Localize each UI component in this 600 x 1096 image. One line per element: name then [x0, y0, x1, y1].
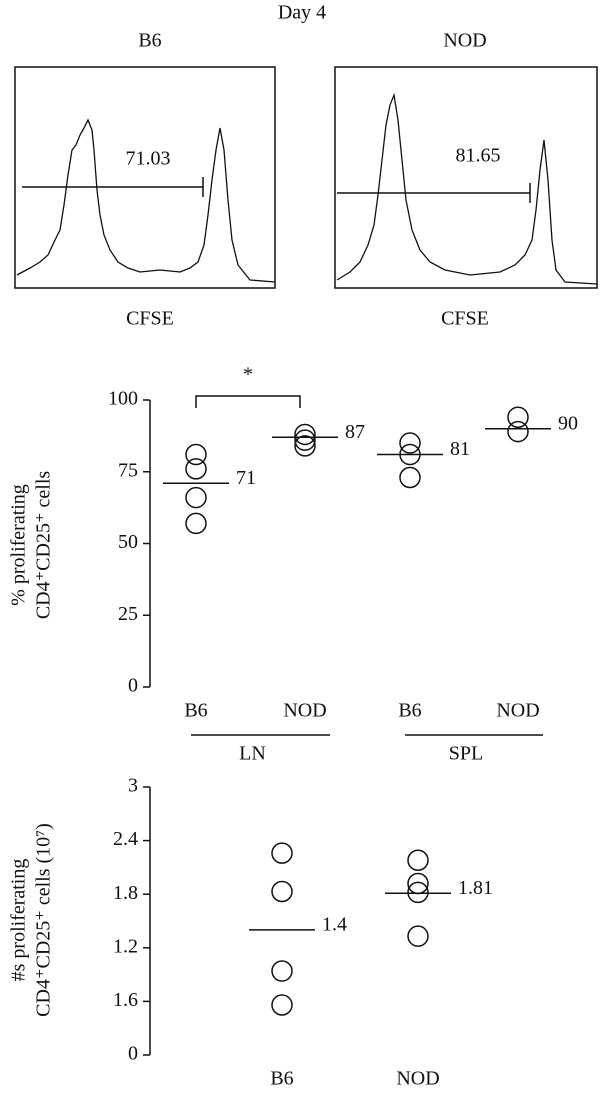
annotation: *: [243, 364, 253, 386]
dot: [271, 880, 293, 903]
significance-bracket: [195, 395, 301, 408]
y-axis-label: % proliferating: [8, 484, 30, 606]
x-tick-label: B6: [184, 700, 207, 722]
panel-title: NOD: [443, 30, 486, 52]
y-tick-label: 25: [118, 603, 138, 625]
dot: [185, 458, 207, 480]
histogram: [16, 118, 276, 283]
y-tick-label: 3: [128, 775, 138, 797]
y-tick-label: 0: [128, 1043, 138, 1065]
mean-label: 71: [236, 467, 256, 489]
mean-label: 1.4: [322, 914, 347, 936]
x-tick-label: B6: [398, 700, 421, 722]
x-axis-label: CFSE: [126, 308, 174, 330]
dot: [294, 429, 316, 451]
dot: [294, 423, 316, 446]
y-axis-label: CD4⁺CD25⁺ cells: [33, 471, 55, 620]
group-label: SPL: [449, 743, 483, 765]
y-tick-label: 2.4: [113, 828, 138, 850]
dot: [185, 486, 207, 509]
gate-label: 81.65: [456, 145, 501, 167]
gate-label: 71.03: [126, 148, 171, 170]
panel-frame: [14, 66, 276, 289]
mean-label: 90: [558, 412, 578, 434]
dot: [271, 960, 293, 982]
y-axis-label: CD4⁺CD25⁺ cells (10⁷): [33, 823, 55, 1017]
group-label: LN: [239, 743, 266, 765]
gate: [22, 177, 204, 197]
y-tick-label: 1.8: [113, 882, 138, 904]
figure-title: Day 4: [278, 2, 326, 24]
dot: [407, 925, 429, 947]
dot: [507, 406, 529, 428]
y-tick-label: 75: [118, 459, 138, 481]
x-axis-label: CFSE: [441, 308, 489, 330]
dot: [294, 435, 316, 457]
dot: [407, 849, 429, 872]
dot: [507, 420, 529, 443]
dot: [407, 881, 429, 904]
dot: [185, 512, 207, 535]
panel-frame: [334, 66, 598, 289]
x-tick-label: NOD: [283, 700, 326, 722]
dot: [399, 432, 421, 454]
x-tick-label: NOD: [496, 700, 539, 722]
y-axis-label: #s proliferating: [8, 859, 30, 982]
histogram: [336, 92, 598, 285]
y-tick-label: 100: [108, 388, 138, 410]
mean-label: 81: [450, 438, 470, 460]
panel-title: B6: [138, 30, 161, 52]
dot: [271, 994, 293, 1016]
dot: [399, 466, 421, 489]
dot: [185, 443, 207, 466]
y-tick-label: 1.2: [113, 935, 138, 957]
x-tick-label: B6: [270, 1068, 293, 1090]
gate: [337, 183, 531, 203]
y-tick-label: 50: [118, 531, 138, 553]
x-tick-label: NOD: [396, 1068, 439, 1090]
y-tick-label: 0: [128, 675, 138, 697]
y-tick-label: 1.6: [113, 989, 138, 1011]
mean-label: 87: [345, 421, 365, 443]
dot: [271, 842, 293, 864]
dot: [407, 872, 429, 895]
mean-label: 1.81: [458, 877, 493, 899]
